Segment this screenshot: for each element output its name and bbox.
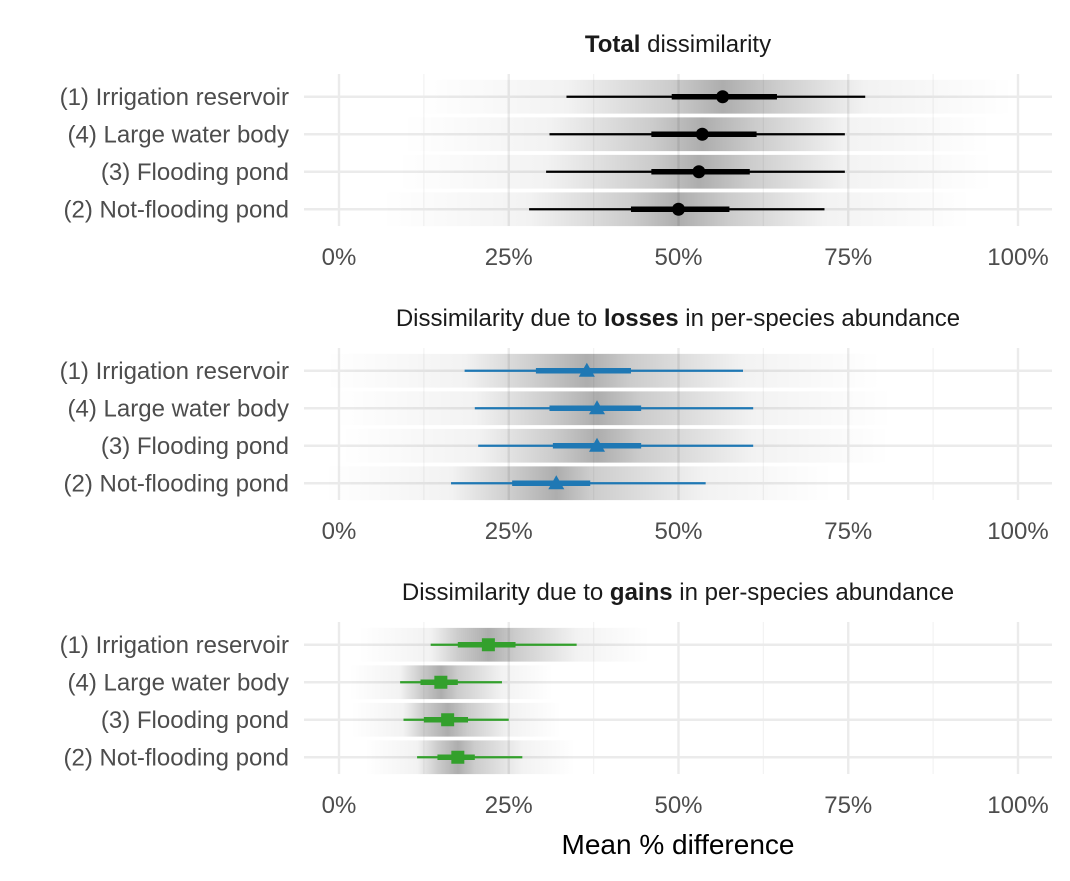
x-tick-label: 50% <box>654 244 702 271</box>
panel-title: Dissimilarity due to losses in per-speci… <box>396 305 960 332</box>
median-point <box>548 475 565 490</box>
median-point <box>672 202 685 216</box>
median-point <box>441 713 455 727</box>
y-tick-label: (3) Flooding pond <box>101 707 289 734</box>
y-tick-label: (1) Irrigation reservoir <box>60 632 289 659</box>
x-tick-label: 100% <box>987 792 1048 819</box>
panel-plot: (1) Irrigation reservoir (4) Large water … <box>60 348 1052 545</box>
panel-plot: (1) Irrigation reservoir (4) Large water … <box>60 622 1052 819</box>
median-point <box>692 165 706 179</box>
y-tick-label: (1) Irrigation reservoir <box>60 84 289 111</box>
x-tick-label: 0% <box>322 244 357 271</box>
x-tick-label: 50% <box>654 518 702 545</box>
panel-plot: (1) Irrigation reservoir (4) Large water … <box>60 74 1052 271</box>
y-tick-label: (3) Flooding pond <box>101 159 289 186</box>
density-band <box>304 627 1052 662</box>
median-point <box>589 400 606 415</box>
y-tick-label: (3) Flooding pond <box>101 433 289 460</box>
panel-title: Dissimilarity due to gains in per-specie… <box>402 579 954 606</box>
x-tick-label: 75% <box>824 792 872 819</box>
median-point <box>589 437 606 452</box>
x-axis-title: Mean % difference <box>562 829 795 860</box>
y-tick-label: (4) Large water body <box>68 395 289 422</box>
x-tick-label: 50% <box>654 792 702 819</box>
x-tick-label: 100% <box>987 518 1048 545</box>
y-tick-label: (4) Large water body <box>68 121 289 148</box>
x-tick-label: 25% <box>485 244 533 271</box>
panel-total: Total dissimilarity (1) Irrigation reser… <box>60 31 1052 271</box>
density-band <box>304 740 1052 775</box>
y-tick-label: (1) Irrigation reservoir <box>60 358 289 385</box>
panel-gains: Dissimilarity due to gains in per-specie… <box>60 579 1052 819</box>
median-point <box>695 127 709 141</box>
median-point <box>434 675 448 689</box>
x-tick-label: 75% <box>824 244 872 271</box>
panel-losses: Dissimilarity due to losses in per-speci… <box>60 305 1052 545</box>
x-tick-label: 0% <box>322 518 357 545</box>
x-tick-label: 0% <box>322 792 357 819</box>
median-point <box>481 638 495 652</box>
panel-title: Total dissimilarity <box>585 31 771 58</box>
median-point <box>578 362 595 377</box>
x-tick-label: 25% <box>485 792 533 819</box>
median-point <box>451 750 465 764</box>
x-tick-label: 75% <box>824 518 872 545</box>
median-point <box>716 90 730 104</box>
y-tick-label: (2) Not-flooding pond <box>64 744 289 771</box>
y-tick-label: (2) Not-flooding pond <box>64 470 289 497</box>
y-tick-label: (2) Not-flooding pond <box>64 196 289 223</box>
y-tick-label: (4) Large water body <box>68 669 289 696</box>
x-tick-label: 100% <box>987 244 1048 271</box>
x-tick-label: 25% <box>485 518 533 545</box>
